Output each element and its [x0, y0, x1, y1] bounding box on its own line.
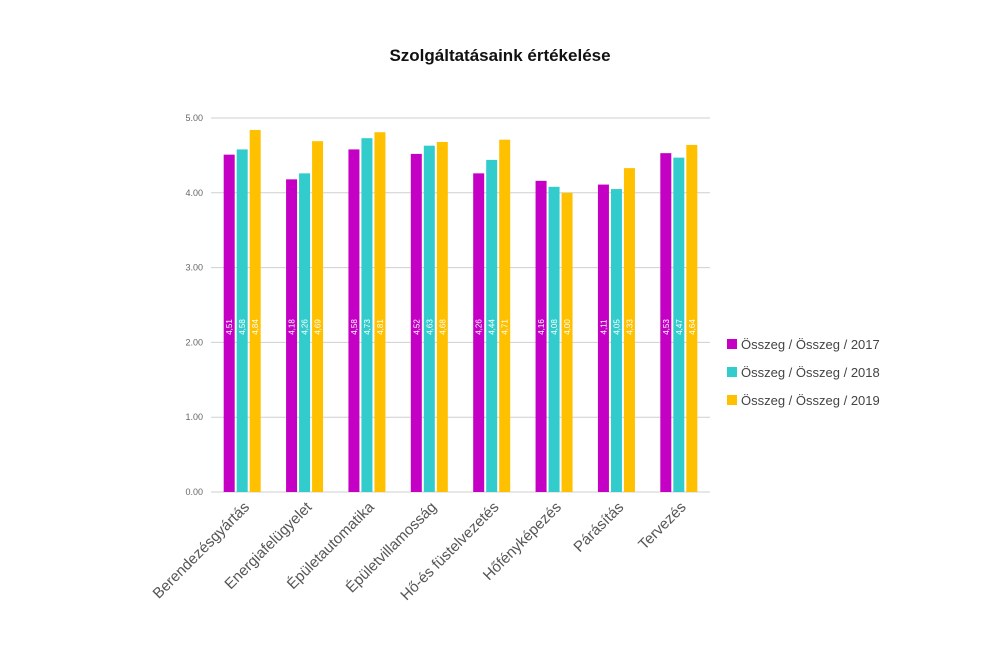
bar — [623, 168, 635, 492]
chart-title: Szolgáltatásaink értékelése — [389, 46, 611, 65]
bar — [236, 149, 248, 492]
y-tick-label: 4.00 — [185, 188, 203, 198]
x-tick-label: Tervezés — [635, 499, 689, 553]
bar-data-label: 4,51 — [225, 319, 234, 335]
bar-data-label: 4,64 — [688, 319, 697, 335]
bar — [548, 186, 560, 493]
y-tick-label: 1.00 — [185, 412, 203, 422]
bar-data-label: 4,26 — [475, 319, 484, 335]
legend-swatch — [727, 339, 737, 349]
bar-data-label: 4,63 — [425, 319, 434, 335]
bar — [423, 145, 435, 492]
legend-label: Összeg / Összeg / 2018 — [741, 365, 880, 380]
bar — [535, 180, 547, 492]
bar-data-label: 4,68 — [438, 319, 447, 335]
legend-swatch — [727, 395, 737, 405]
bar — [410, 153, 422, 493]
bar — [361, 138, 373, 493]
bar-data-label: 4,11 — [599, 319, 608, 335]
bar — [686, 144, 698, 493]
bar-data-label: 4,81 — [376, 319, 385, 335]
bar-data-label: 4,44 — [488, 319, 497, 335]
bar-data-label: 4,16 — [537, 319, 546, 335]
bar — [348, 149, 360, 492]
bar — [374, 132, 386, 492]
bar — [223, 154, 235, 493]
y-tick-label: 5.00 — [185, 113, 203, 123]
bar — [610, 189, 622, 492]
bar-data-label: 4,18 — [288, 319, 297, 335]
bar — [673, 157, 685, 493]
legend-label: Összeg / Összeg / 2017 — [741, 337, 880, 352]
bar-data-label: 4,52 — [412, 319, 421, 335]
bar-data-label: 4,47 — [675, 319, 684, 335]
bar — [299, 173, 311, 493]
x-tick-label: Párásítás — [570, 499, 627, 556]
bar — [436, 141, 448, 492]
bar-data-label: 4,53 — [662, 319, 671, 335]
bar — [473, 173, 485, 493]
bar — [312, 141, 324, 493]
bar-data-label: 4,33 — [625, 319, 634, 335]
bar-data-label: 4,05 — [612, 319, 621, 335]
bar-data-label: 4,58 — [238, 319, 247, 335]
bar-data-label: 4,73 — [363, 319, 372, 335]
bar-data-label: 4,58 — [350, 319, 359, 335]
bar — [286, 179, 298, 492]
bar — [249, 129, 261, 492]
bar-data-label: 4,08 — [550, 319, 559, 335]
legend-label: Összeg / Összeg / 2019 — [741, 393, 880, 408]
bar — [499, 139, 511, 492]
y-tick-label: 2.00 — [185, 337, 203, 347]
bar — [561, 192, 573, 493]
bar — [597, 184, 609, 492]
bar-data-label: 4,00 — [563, 319, 572, 335]
bar — [486, 159, 498, 492]
bar-data-label: 4,26 — [301, 319, 310, 335]
legend-swatch — [727, 367, 737, 377]
y-tick-label: 3.00 — [185, 263, 203, 273]
bar-data-label: 4,71 — [501, 319, 510, 335]
bar-data-label: 4,69 — [314, 319, 323, 335]
bar — [660, 153, 672, 492]
y-tick-label: 0.00 — [185, 487, 203, 497]
bar-data-label: 4,84 — [251, 319, 260, 335]
